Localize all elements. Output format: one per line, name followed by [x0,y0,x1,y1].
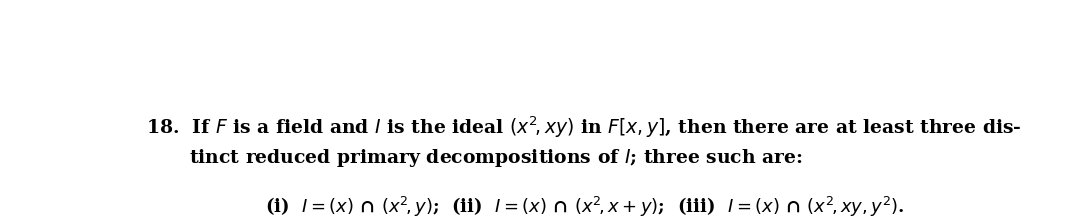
Text: 18.  If $F$ is a field and $I$ is the ideal $(x^2\!,xy)$ in $F[x,y]$, then there: 18. If $F$ is a field and $I$ is the ide… [146,114,1022,140]
Text: tinct reduced primary decompositions of $I$; three such are:: tinct reduced primary decompositions of … [189,147,802,169]
Text: (i)  $I = (x)$ ∩ $(x^2\!,y)$;  (ii)  $I = (x)$ ∩ $(x^2\!,x + y)$;  (iii)  $I = (: (i) $I = (x)$ ∩ $(x^2\!,y)$; (ii) $I = (… [265,195,904,220]
